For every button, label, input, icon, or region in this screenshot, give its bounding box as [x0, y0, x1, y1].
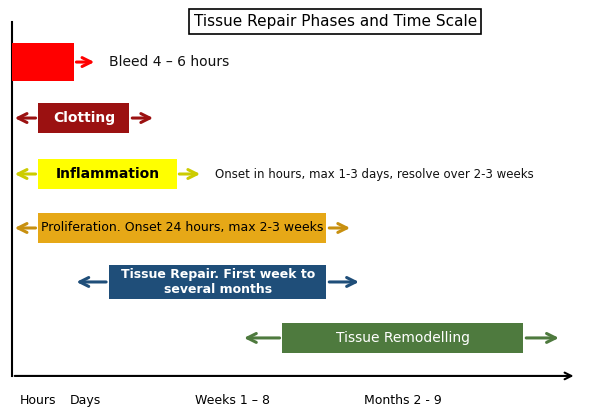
Text: Hours: Hours	[20, 394, 56, 407]
FancyBboxPatch shape	[38, 159, 176, 189]
Text: Bleed 4 – 6 hours: Bleed 4 – 6 hours	[109, 55, 229, 69]
Text: Tissue Repair. First week to
several months: Tissue Repair. First week to several mon…	[121, 268, 315, 296]
Text: Tissue Repair Phases and Time Scale: Tissue Repair Phases and Time Scale	[194, 14, 477, 29]
Text: Months 2 - 9: Months 2 - 9	[364, 394, 442, 407]
FancyBboxPatch shape	[12, 43, 74, 81]
FancyBboxPatch shape	[38, 213, 326, 243]
Text: Tissue Remodelling: Tissue Remodelling	[336, 331, 470, 345]
Text: Inflammation: Inflammation	[55, 167, 160, 181]
Text: Clotting: Clotting	[53, 111, 115, 125]
Text: Days: Days	[70, 394, 101, 407]
FancyBboxPatch shape	[38, 103, 130, 133]
FancyBboxPatch shape	[283, 323, 523, 353]
FancyBboxPatch shape	[109, 265, 326, 299]
Text: Weeks 1 – 8: Weeks 1 – 8	[195, 394, 270, 407]
Text: Proliferation. Onset 24 hours, max 2-3 weeks: Proliferation. Onset 24 hours, max 2-3 w…	[41, 222, 323, 235]
Text: Onset in hours, max 1-3 days, resolve over 2-3 weeks: Onset in hours, max 1-3 days, resolve ov…	[215, 168, 533, 180]
